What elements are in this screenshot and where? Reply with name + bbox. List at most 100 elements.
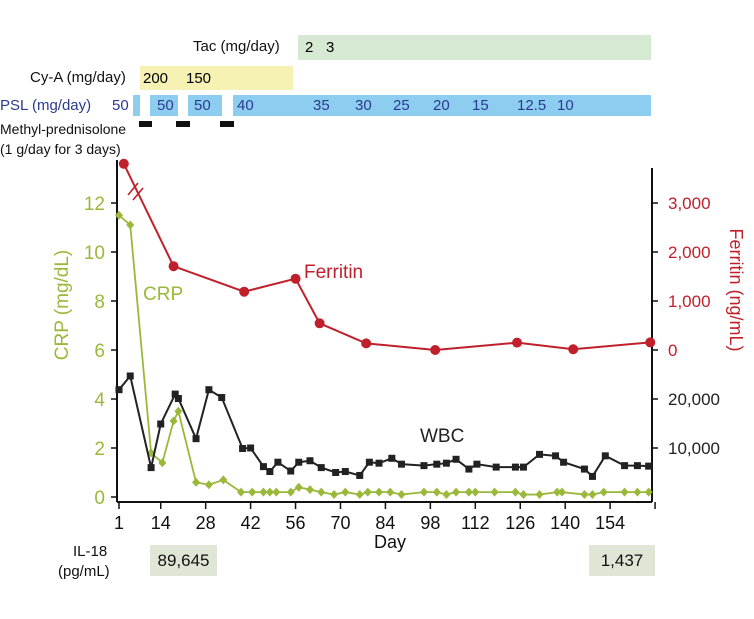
wbc-point xyxy=(332,469,340,476)
crp-axis-title: CRP (mg/dL) xyxy=(52,250,73,361)
crp-point xyxy=(633,487,642,497)
wbc-point xyxy=(580,465,588,473)
psl-dose: 35 xyxy=(313,97,330,114)
crp-tick-label: 4 xyxy=(94,390,105,411)
wbc-point xyxy=(465,465,473,473)
x-tick-label: 84 xyxy=(375,513,395,533)
wbc-point xyxy=(511,463,519,471)
methyl-pulse-bar xyxy=(139,121,152,127)
wbc-point xyxy=(536,450,544,458)
ferritin-point xyxy=(314,318,325,329)
wbc-point xyxy=(601,452,609,460)
x-tick-label: 140 xyxy=(550,513,580,533)
wbc-point xyxy=(621,462,629,470)
wbc-point xyxy=(560,458,568,466)
tac-dose: 2 xyxy=(305,39,314,56)
crp-point xyxy=(397,490,406,500)
wbc-point xyxy=(341,468,349,476)
crp-tick-label: 10 xyxy=(84,243,105,264)
wbc-point xyxy=(365,458,373,466)
crp-point xyxy=(442,490,451,500)
il18-value-late: 1,437 xyxy=(589,545,655,576)
wbc-point xyxy=(126,372,134,380)
crp-point xyxy=(259,487,268,497)
wbc-point xyxy=(633,462,641,470)
ferritin-tick-label: 0 xyxy=(668,341,677,360)
crp-point xyxy=(580,490,589,500)
cya-label: Cy-A (mg/day) xyxy=(30,69,126,86)
wbc-point xyxy=(274,458,282,466)
wbc-point xyxy=(588,472,596,480)
wbc-point xyxy=(645,462,653,470)
ferritin-tick-label: 3,000 xyxy=(668,194,711,213)
crp-point xyxy=(219,475,228,485)
wbc-point xyxy=(442,459,450,467)
crp-point xyxy=(248,487,257,497)
ferritin-tick-label: 2,000 xyxy=(668,243,711,262)
crp-tick-label: 12 xyxy=(84,194,105,215)
wbc-series-label: WBC xyxy=(420,426,464,447)
wbc-point xyxy=(519,463,527,471)
wbc-point xyxy=(247,444,255,452)
crp-point xyxy=(464,487,473,497)
x-tick-label: 1 xyxy=(114,513,124,533)
ferritin-point xyxy=(361,338,372,349)
crp-point xyxy=(265,487,274,497)
ferritin-point xyxy=(239,286,250,297)
axis-break-mark xyxy=(132,187,144,201)
crp-point xyxy=(330,490,339,500)
crp-point xyxy=(286,487,295,497)
wbc-point xyxy=(433,460,441,468)
crp-line xyxy=(118,214,649,496)
il18-value-early: 89,645 xyxy=(150,545,217,576)
wbc-tick-label: 10,000 xyxy=(668,439,720,458)
crp-point xyxy=(644,487,653,497)
psl-dose: 40 xyxy=(237,97,254,114)
wbc-point xyxy=(157,420,165,428)
crp-tick-label: 8 xyxy=(94,292,105,313)
x-tick-label: 42 xyxy=(241,513,261,533)
crp-point xyxy=(305,485,314,495)
crp-point xyxy=(204,480,213,490)
crp-point xyxy=(158,458,167,468)
x-tick-label: 56 xyxy=(286,513,306,533)
psl-dose: 50 xyxy=(157,97,174,114)
psl-label: PSL (mg/day) xyxy=(0,97,92,114)
crp-point xyxy=(419,487,428,497)
crp-point xyxy=(588,490,597,500)
crp-point xyxy=(115,210,123,220)
crp-point xyxy=(557,487,566,497)
crp-tick-label: 0 xyxy=(94,488,105,509)
cya-dose: 150 xyxy=(186,70,212,87)
wbc-point xyxy=(306,457,314,465)
wbc-point xyxy=(452,455,460,463)
wbc-point xyxy=(205,386,213,394)
wbc-point xyxy=(259,463,267,471)
crp-point xyxy=(355,490,364,500)
ferritin-axis-title: Ferritin (ng/mL) xyxy=(726,228,746,351)
ferritin-point xyxy=(430,345,441,355)
psl-bar xyxy=(133,95,140,116)
x-tick-label: 98 xyxy=(420,513,440,533)
crp-series-label: CRP xyxy=(143,284,183,305)
psl-dose: 50 xyxy=(112,97,129,114)
crp-point xyxy=(192,477,201,487)
wbc-point xyxy=(420,462,428,470)
wbc-point xyxy=(388,454,396,462)
ferritin-series-label: Ferritin xyxy=(304,262,363,283)
ferritin-point xyxy=(290,273,301,284)
psl-dose: 50 xyxy=(194,97,211,114)
wbc-point xyxy=(266,468,274,476)
crp-point xyxy=(272,487,281,497)
x-tick-label: 154 xyxy=(595,513,625,533)
psl-bar xyxy=(188,95,222,116)
ferritin-point xyxy=(118,158,129,169)
cya-bar xyxy=(140,66,293,90)
crp-point xyxy=(432,487,441,497)
methyl-label-dose: (1 g/day for 3 days) xyxy=(0,141,121,157)
wbc-point xyxy=(295,458,303,466)
methyl-label: Methyl-prednisolone xyxy=(0,121,127,137)
x-tick-label: 28 xyxy=(196,513,216,533)
crp-point xyxy=(126,220,135,230)
